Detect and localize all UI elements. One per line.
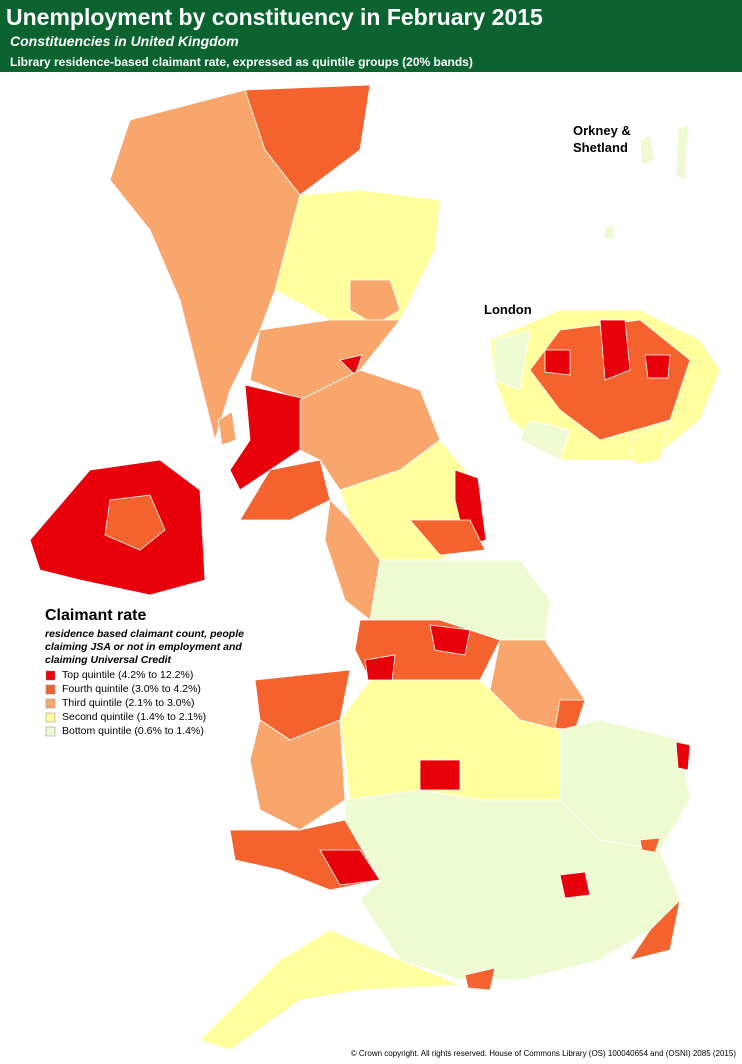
legend-swatch	[45, 698, 56, 709]
region	[544, 349, 571, 376]
legend-swatches	[45, 670, 56, 737]
legend-label: Third quintile (2.1% to 3.0%)	[62, 697, 195, 709]
region	[675, 124, 689, 181]
title: Unemployment by constituency in February…	[6, 4, 543, 30]
region	[599, 319, 631, 381]
legend-label: Top quintile (4.2% to 12.2%)	[62, 669, 194, 681]
legend-swatch	[45, 684, 56, 695]
region	[274, 189, 441, 321]
region	[629, 898, 681, 961]
region	[239, 459, 331, 521]
copyright: © Crown copyright. All rights reserved. …	[350, 1049, 736, 1058]
legend-swatch	[45, 670, 56, 681]
region	[494, 329, 531, 391]
region	[559, 871, 591, 899]
region	[249, 719, 346, 831]
map-regions	[29, 84, 721, 1051]
region	[603, 224, 616, 241]
legend-swatch	[45, 726, 56, 737]
region	[644, 354, 671, 379]
region	[349, 279, 401, 326]
region	[639, 134, 656, 166]
islands-label: Orkney & Shetland	[573, 123, 631, 155]
region	[344, 789, 681, 981]
legend-title: Claimant rate	[45, 607, 147, 624]
region	[109, 89, 301, 442]
header: Unemployment by constituency in February…	[0, 0, 742, 72]
region	[675, 741, 691, 771]
london-label: London	[484, 302, 532, 317]
region	[519, 419, 571, 461]
legend-label: Bottom quintile (0.6% to 1.4%)	[62, 725, 204, 737]
region	[464, 967, 496, 991]
region	[429, 624, 471, 656]
region	[409, 519, 486, 556]
region	[104, 494, 166, 551]
description: Library residence-based claimant rate, e…	[10, 55, 473, 69]
subtitle: Constituencies in United Kingdom	[10, 33, 239, 49]
region	[217, 411, 237, 446]
legend-label: Fourth quintile (3.0% to 4.2%)	[62, 683, 201, 695]
region	[364, 654, 396, 683]
region	[199, 929, 461, 1051]
legend-swatch	[45, 712, 56, 723]
legend-description: residence based claimant count, people c…	[45, 628, 244, 666]
region	[629, 419, 671, 466]
legend-label: Second quintile (1.4% to 2.1%)	[62, 711, 207, 723]
region	[339, 354, 363, 376]
region	[419, 759, 461, 791]
region	[639, 837, 661, 853]
